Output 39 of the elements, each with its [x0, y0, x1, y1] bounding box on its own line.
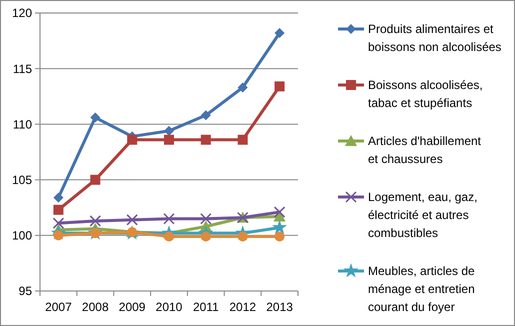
x-tick-label: 2008: [82, 300, 109, 314]
point: [164, 126, 174, 136]
x-tick-label: 2007: [45, 300, 72, 314]
point: [90, 215, 102, 227]
x-tick-label: 2012: [229, 300, 256, 314]
legend-label: Boissons alcoolisées, tabac et stupéfiants: [368, 78, 483, 110]
point: [238, 134, 248, 145]
x-tick-label: 2011: [192, 300, 220, 314]
y-tick-label: 105: [12, 173, 32, 187]
legend-label: Articles d'habillement et chaussures: [368, 134, 482, 166]
point: [200, 110, 211, 120]
x-tick-label: 2010: [156, 300, 183, 314]
point: [90, 174, 100, 185]
y-tick-label: 120: [12, 6, 32, 20]
point: [53, 204, 64, 215]
point: [274, 81, 285, 92]
point: [238, 82, 248, 93]
point: [52, 217, 64, 229]
x-tick-label: 2009: [118, 300, 146, 314]
point: [163, 212, 175, 224]
point: [200, 134, 211, 145]
point: [164, 134, 174, 145]
point: [274, 28, 285, 38]
y-tick-label: 110: [12, 117, 32, 132]
legend-label: Logement, eau, gaz, électricité et autres combustibles: [368, 190, 478, 240]
x-tick-label: 2013: [266, 300, 294, 314]
point: [127, 134, 138, 145]
legend-label: Meubles, articles de ménage et entretien courant du foyer: [368, 264, 476, 314]
point: [53, 192, 64, 203]
y-tick-label: 100: [12, 228, 32, 243]
point: [126, 214, 138, 226]
point: [274, 232, 285, 242]
point: [272, 220, 288, 234]
point: [200, 212, 212, 224]
y-tick-label: 95: [18, 284, 32, 298]
point: [274, 206, 286, 218]
legend-label: Produits alimentaires et boissons non alcoolisées: [368, 22, 502, 54]
y-tick-label: 115: [12, 62, 32, 76]
point: [90, 112, 100, 123]
